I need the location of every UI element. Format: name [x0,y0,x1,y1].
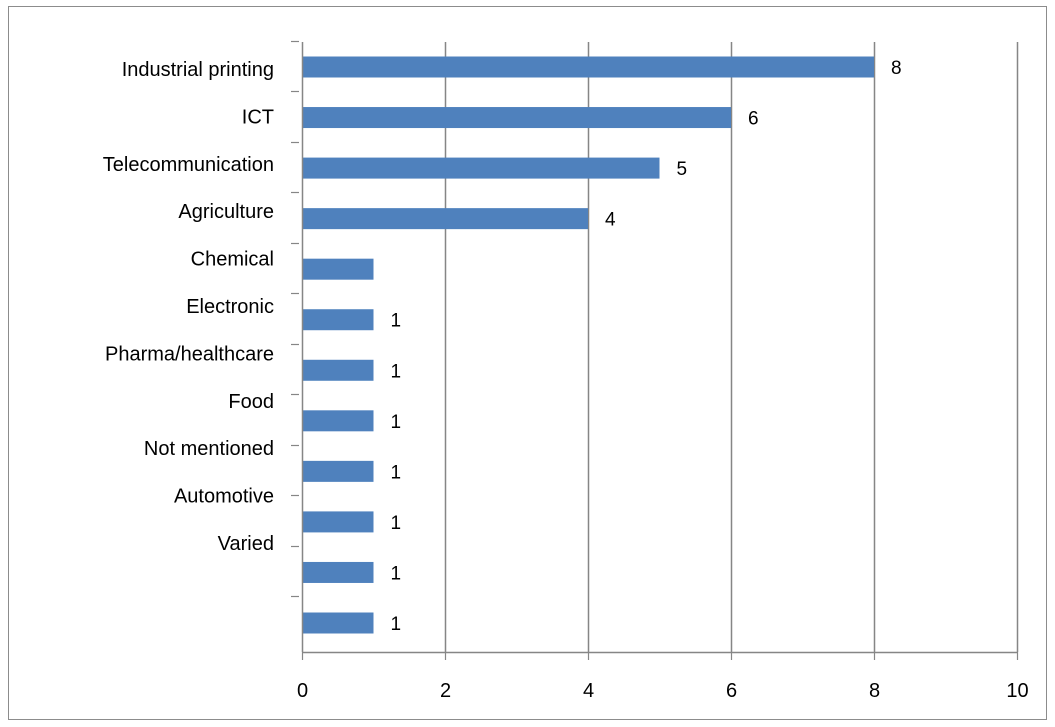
axes [291,40,1019,660]
data-label-11: 8 [891,58,902,79]
gridlines [444,42,1019,652]
bars [302,56,874,634]
data-label-1: 1 [391,563,402,584]
data-label-3: 1 [391,462,402,483]
bar-3 [302,460,374,482]
bar-11 [302,56,874,78]
bar-6 [302,309,374,331]
category-label-2: Telecommunication [103,154,274,176]
category-label-7: Food [228,391,274,413]
category-label-4: Chemical [191,249,274,271]
category-label-10: Varied [218,533,274,555]
bar-0 [302,612,374,634]
bar-7 [302,258,374,280]
category-label-3: Agriculture [178,201,274,223]
bar-4 [302,410,374,432]
x-tick-label-6: 6 [726,680,737,702]
category-label-9: Automotive [174,486,274,508]
bar-1 [302,561,374,583]
data-label-4: 1 [391,412,402,433]
bar-9 [302,157,660,179]
data-label-8: 4 [605,210,616,231]
category-label-8: Not mentioned [144,438,274,460]
data-label-5: 1 [391,361,402,382]
x-tick-label-0: 0 [297,680,308,702]
x-tick-label-10: 10 [1006,680,1028,702]
x-tick-label-8: 8 [869,680,880,702]
data-label-9: 5 [677,159,688,180]
category-label-1: ICT [242,106,274,128]
labels: 1 1 1 1 1 1 1 4 5 6 8 0 2 4 6 8 10 Industrial printing ICT… [103,58,1029,702]
data-label-6: 1 [391,311,402,332]
x-tick-label-4: 4 [583,680,594,702]
bar-5 [302,359,374,381]
data-label-10: 6 [748,109,759,130]
category-label-0: Industrial printing [122,59,274,81]
x-tick-label-2: 2 [440,680,451,702]
bar-8 [302,208,588,230]
category-label-6: Pharma/healthcare [105,343,274,365]
bar-10 [302,107,731,129]
data-label-0: 1 [391,614,402,635]
bar-2 [302,511,374,533]
data-label-2: 1 [391,513,402,534]
category-label-5: Electronic [186,296,274,318]
